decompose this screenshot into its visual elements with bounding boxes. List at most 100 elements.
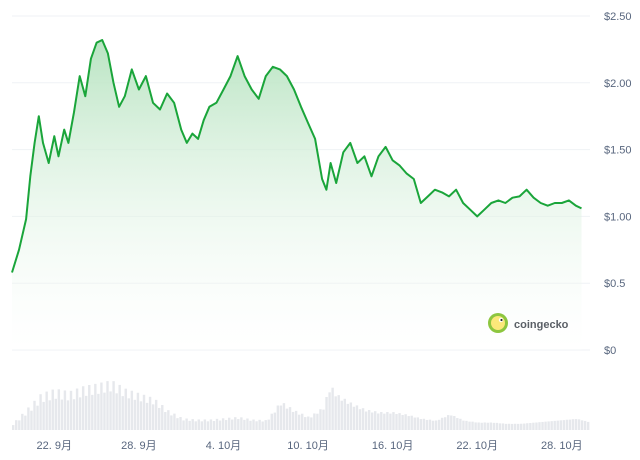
volume-bar <box>100 382 103 430</box>
volume-bar <box>81 386 85 430</box>
volume-bar <box>231 419 234 430</box>
volume-bar <box>158 407 161 430</box>
volume-bar <box>15 420 18 430</box>
volume-bar <box>127 398 130 430</box>
volume-bar <box>212 421 216 430</box>
volume-bar <box>334 396 337 430</box>
volume-bar <box>221 418 225 430</box>
volume-bar <box>252 419 255 430</box>
volume-bar <box>36 405 39 430</box>
volume-bar <box>103 392 106 430</box>
volume-bar <box>532 422 535 430</box>
volume-bar <box>54 398 57 430</box>
volume-bar <box>459 418 462 430</box>
volume-bar <box>27 407 30 430</box>
volume-bar <box>447 415 450 430</box>
volume-bar <box>562 420 566 430</box>
volume-bar <box>182 420 185 430</box>
volume-bar <box>121 396 124 430</box>
volume-bar <box>197 419 200 430</box>
volume-bar <box>507 423 511 430</box>
volume-bar <box>568 419 572 430</box>
volume-bar <box>304 417 307 430</box>
volume-bar <box>513 423 517 430</box>
x-tick-label: 22. 9月 <box>37 440 72 452</box>
coingecko-watermark: coingecko <box>488 313 569 333</box>
volume-bar <box>450 415 453 430</box>
volume-bar <box>66 400 70 430</box>
volume-bar <box>270 413 273 430</box>
volume-bar <box>227 417 231 430</box>
volume-bar <box>516 423 520 430</box>
volume-bar <box>389 413 392 430</box>
volume-bar <box>42 401 45 430</box>
volume-bar <box>550 421 553 430</box>
volume-bar <box>383 413 386 430</box>
volume-bar <box>340 400 343 430</box>
volume-bar <box>33 400 36 430</box>
volume-bar <box>492 422 496 430</box>
volume-bar <box>109 391 112 430</box>
volume-bar <box>349 402 353 430</box>
volume-bar <box>437 419 441 430</box>
volume-bar <box>75 388 79 430</box>
volume-bar <box>520 423 523 430</box>
volume-bar <box>215 418 219 430</box>
y-axis: $2.50 $2.00 $1.50 $1.00 $0.5 $0 <box>604 11 632 357</box>
volume-bar <box>577 419 581 430</box>
volume-bar <box>547 421 550 430</box>
volume-bar <box>85 395 88 430</box>
volume-bar <box>200 421 204 430</box>
y-tick-label: $2.00 <box>604 78 632 90</box>
volume-bar <box>580 420 584 430</box>
volume-bar <box>30 410 33 430</box>
volume-bar <box>63 390 67 430</box>
volume-bar <box>523 423 526 430</box>
gecko-logo-inner <box>491 316 505 330</box>
volume-bar <box>167 410 170 430</box>
volume-bar <box>179 417 182 430</box>
volume-bar <box>331 387 334 430</box>
volume-bar <box>471 421 474 430</box>
volume-bar <box>352 406 356 430</box>
volume-bar <box>267 419 270 430</box>
volume-bar <box>310 417 313 430</box>
volume-bar <box>440 417 444 430</box>
volume-bar <box>273 412 277 430</box>
volume-bar <box>538 422 541 430</box>
volume-bar <box>94 383 97 430</box>
volume-bar <box>88 384 91 430</box>
volume-bar <box>486 422 489 430</box>
volume-bar <box>477 422 480 430</box>
volume-bar <box>24 415 27 430</box>
volume-bar <box>431 420 435 430</box>
volume-bar <box>118 384 121 430</box>
volume-bar <box>328 392 331 430</box>
volume-bar <box>151 404 155 430</box>
volume-bar <box>194 421 197 430</box>
volume-bar <box>358 409 362 430</box>
volume-bar <box>139 401 143 430</box>
volume-bar <box>51 389 54 430</box>
volume-bar <box>237 419 240 430</box>
x-tick-label: 4. 10月 <box>206 440 241 452</box>
volume-bar <box>364 411 368 430</box>
volume-bar <box>209 419 213 430</box>
volume-bar <box>285 408 289 430</box>
volume-bar <box>553 420 556 430</box>
volume-bar <box>276 405 280 430</box>
volume-bar <box>377 413 380 430</box>
volume-bar <box>18 420 21 430</box>
volume-bar <box>133 399 137 430</box>
volume-bar <box>541 421 544 430</box>
volume-bar <box>173 413 176 430</box>
volume-bar <box>395 414 398 430</box>
volume-bar <box>583 420 587 430</box>
volume-bar <box>498 423 502 430</box>
volume-bar <box>425 419 429 430</box>
volume-bar <box>288 407 292 430</box>
volume-bars <box>12 381 590 430</box>
volume-bar <box>483 422 486 430</box>
volume-bar <box>474 422 477 430</box>
volume-bar <box>106 381 109 430</box>
